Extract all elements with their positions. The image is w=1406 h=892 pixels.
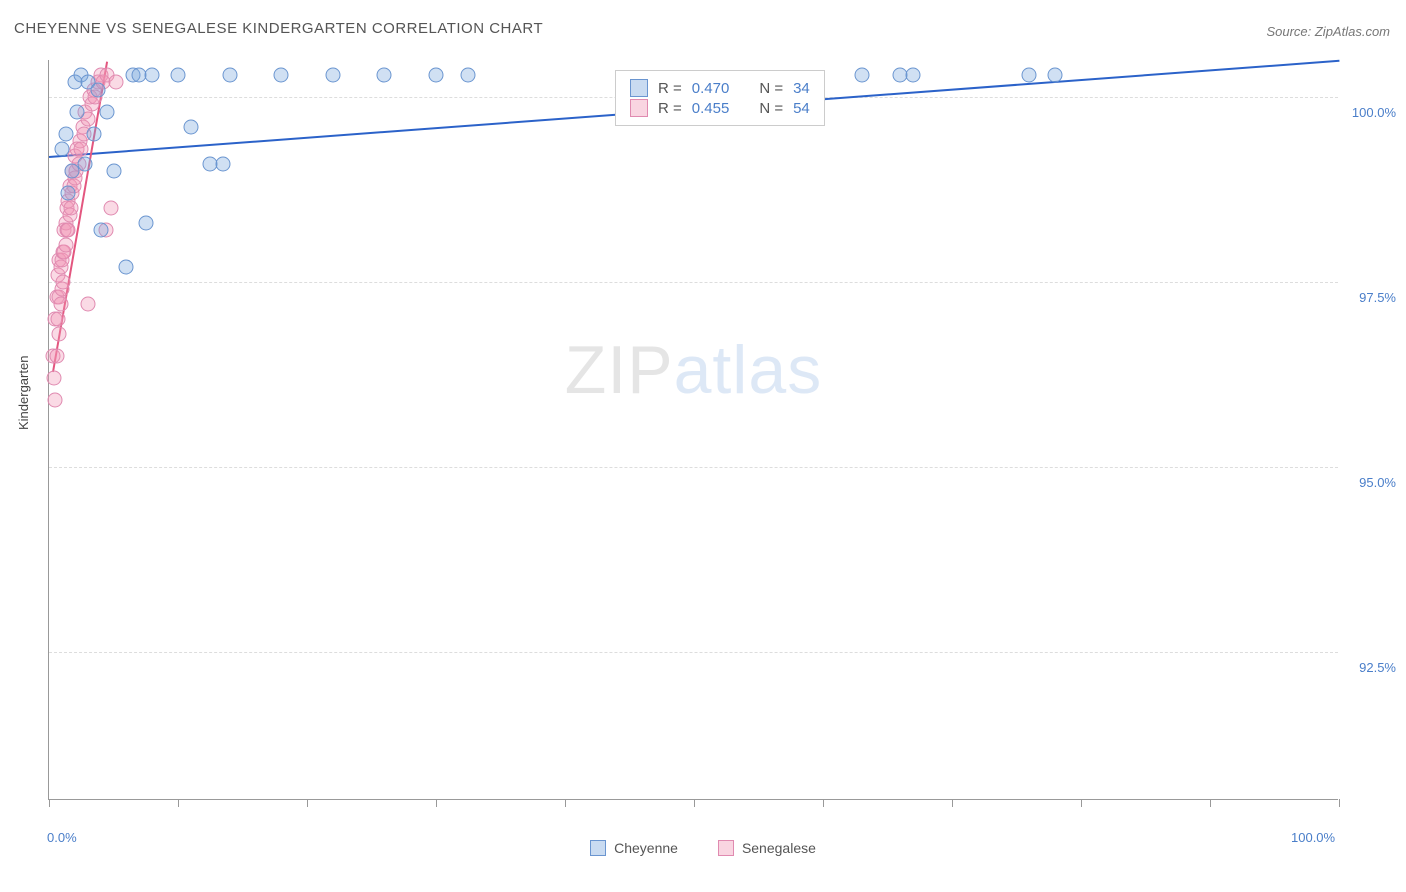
data-point xyxy=(854,67,869,82)
n-label: N = xyxy=(759,100,783,117)
watermark-atlas: atlas xyxy=(674,332,823,408)
r-value: 0.470 xyxy=(692,80,730,97)
data-point xyxy=(274,67,289,82)
data-point xyxy=(183,119,198,134)
x-tick xyxy=(1210,799,1211,807)
data-point xyxy=(78,156,93,171)
data-point xyxy=(1048,67,1063,82)
y-tick-label: 97.5% xyxy=(1359,290,1396,305)
data-point xyxy=(100,104,115,119)
data-point xyxy=(171,67,186,82)
r-label: R = xyxy=(658,80,682,97)
n-value: 34 xyxy=(793,80,810,97)
data-point xyxy=(49,349,64,364)
data-point xyxy=(61,223,76,238)
data-point xyxy=(61,186,76,201)
x-tick xyxy=(694,799,695,807)
stats-legend-row: R = 0.470 N = 34 xyxy=(630,79,810,97)
data-point xyxy=(56,275,71,290)
watermark-zip: ZIP xyxy=(565,332,674,408)
data-point xyxy=(429,67,444,82)
data-point xyxy=(48,393,63,408)
source-label: Source: ZipAtlas.com xyxy=(1266,24,1390,39)
gridline xyxy=(49,467,1338,468)
watermark: ZIPatlas xyxy=(565,331,822,409)
x-tick xyxy=(436,799,437,807)
data-point xyxy=(93,223,108,238)
data-point xyxy=(58,238,73,253)
data-point xyxy=(74,141,89,156)
data-point xyxy=(80,297,95,312)
gridline xyxy=(49,282,1338,283)
stats-legend: R = 0.470 N = 34 R = 0.455 N = 54 xyxy=(615,70,825,126)
y-tick-label: 92.5% xyxy=(1359,660,1396,675)
data-point xyxy=(325,67,340,82)
data-point xyxy=(103,201,118,216)
r-label: R = xyxy=(658,100,682,117)
data-point xyxy=(87,127,102,142)
data-point xyxy=(47,371,62,386)
y-axis-title: Kindergarten xyxy=(16,356,31,430)
data-point xyxy=(906,67,921,82)
x-tick xyxy=(1081,799,1082,807)
data-point xyxy=(461,67,476,82)
r-value: 0.455 xyxy=(692,100,730,117)
data-point xyxy=(63,201,78,216)
data-point xyxy=(54,141,69,156)
data-point xyxy=(109,75,124,90)
data-point xyxy=(70,104,85,119)
data-point xyxy=(51,312,66,327)
legend-label: Cheyenne xyxy=(614,840,678,856)
legend-label: Senegalese xyxy=(742,840,816,856)
x-tick xyxy=(1339,799,1340,807)
data-point xyxy=(58,127,73,142)
data-point xyxy=(119,260,134,275)
legend-swatch xyxy=(630,79,648,97)
stats-legend-row: R = 0.455 N = 54 xyxy=(630,99,810,117)
x-tick xyxy=(49,799,50,807)
data-point xyxy=(138,215,153,230)
plot-area: ZIPatlas 92.5%95.0%97.5%100.0%0.0%100.0% xyxy=(48,60,1338,800)
x-tick xyxy=(823,799,824,807)
x-tick xyxy=(307,799,308,807)
x-tick xyxy=(952,799,953,807)
x-tick xyxy=(565,799,566,807)
y-tick-label: 100.0% xyxy=(1352,105,1396,120)
legend-item: Cheyenne xyxy=(590,840,678,856)
n-value: 54 xyxy=(793,100,810,117)
bottom-legend: Cheyenne Senegalese xyxy=(0,840,1406,856)
gridline xyxy=(49,652,1338,653)
data-point xyxy=(1022,67,1037,82)
chart-title: CHEYENNE VS SENEGALESE KINDERGARTEN CORR… xyxy=(14,20,543,37)
data-point xyxy=(91,82,106,97)
data-point xyxy=(52,326,67,341)
y-tick-label: 95.0% xyxy=(1359,475,1396,490)
legend-item: Senegalese xyxy=(718,840,816,856)
n-label: N = xyxy=(759,80,783,97)
data-point xyxy=(53,297,68,312)
data-point xyxy=(216,156,231,171)
legend-swatch xyxy=(590,840,606,856)
x-tick xyxy=(178,799,179,807)
data-point xyxy=(377,67,392,82)
data-point xyxy=(145,67,160,82)
legend-swatch xyxy=(718,840,734,856)
data-point xyxy=(222,67,237,82)
data-point xyxy=(106,164,121,179)
legend-swatch xyxy=(630,99,648,117)
